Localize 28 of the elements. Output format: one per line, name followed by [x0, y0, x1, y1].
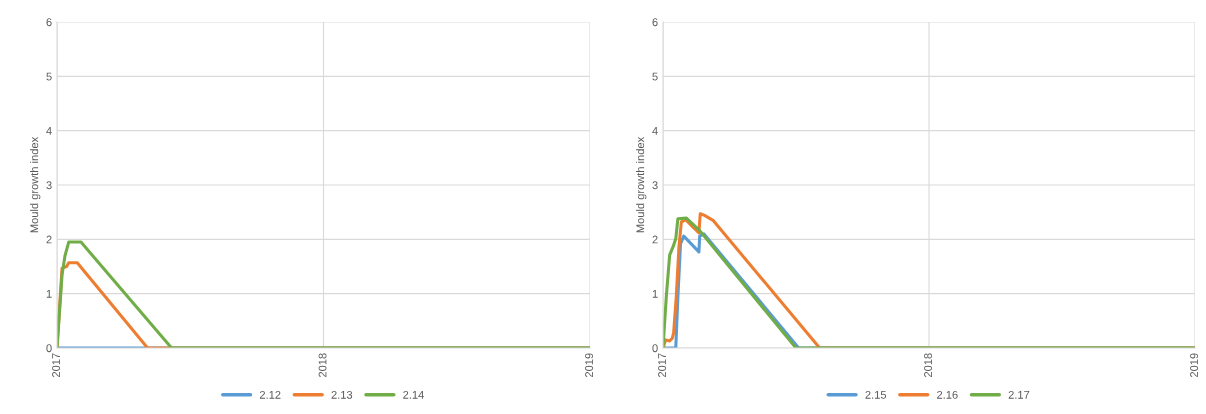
y-tick-label: 6: [652, 18, 658, 27]
legend-label: 2.15: [865, 390, 887, 399]
x-tick-label: 2019: [585, 353, 593, 378]
y-tick-label: 4: [46, 127, 52, 135]
legend-label: 2.16: [937, 390, 958, 399]
x-tick-label: 2018: [318, 353, 327, 378]
x-tick-label: 2017: [52, 353, 60, 378]
y-tick-label: 3: [46, 181, 52, 190]
x-tick-label: 2017: [658, 353, 666, 378]
legend-label: 2.12: [259, 390, 281, 399]
legend-label: 2.13: [331, 390, 353, 399]
legend-label: 2.14: [403, 390, 424, 399]
y-tick-label: 5: [652, 72, 658, 81]
legend-label: 2.17: [1008, 390, 1030, 399]
y-tick-label: 4: [652, 127, 658, 135]
x-tick-label: 2019: [1190, 353, 1198, 378]
y-tick-label: 3: [652, 181, 658, 190]
y-tick-label: 1: [46, 290, 52, 298]
y-tick-label: 5: [46, 72, 52, 81]
y-axis-title: Mould growth index: [636, 136, 647, 233]
y-tick-label: 2: [46, 235, 52, 244]
y-tick-label: 2: [652, 235, 658, 244]
y-tick-label: 0: [46, 344, 52, 353]
x-tick-label: 2018: [924, 353, 932, 378]
y-tick-label: 0: [652, 344, 658, 353]
y-axis-title: Mould growth index: [30, 136, 41, 233]
y-tick-label: 6: [46, 18, 52, 27]
y-tick-label: 1: [652, 290, 658, 298]
